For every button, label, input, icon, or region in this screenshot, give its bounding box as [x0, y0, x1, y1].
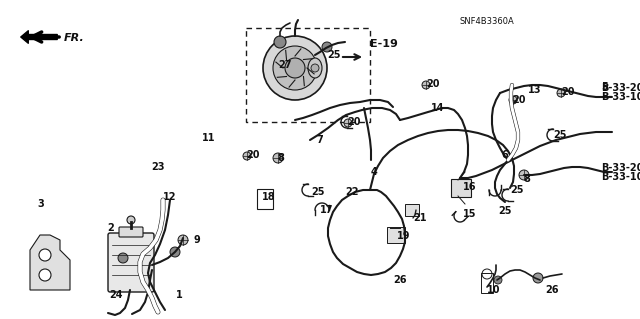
Text: E-19: E-19 [370, 39, 398, 49]
Circle shape [273, 153, 283, 163]
Circle shape [263, 36, 327, 100]
Text: 24: 24 [109, 290, 122, 300]
Text: 8: 8 [523, 174, 530, 184]
Text: 8: 8 [277, 153, 284, 163]
Circle shape [243, 152, 251, 160]
Text: 18: 18 [262, 192, 276, 202]
Circle shape [39, 249, 51, 261]
Text: 2: 2 [107, 223, 114, 233]
Text: 5: 5 [601, 82, 608, 92]
Text: 1: 1 [176, 290, 183, 300]
Circle shape [344, 119, 352, 127]
Text: FR.: FR. [64, 33, 84, 43]
Text: 13: 13 [528, 85, 541, 95]
Circle shape [533, 273, 543, 283]
Text: 20: 20 [246, 150, 259, 160]
Text: 19: 19 [397, 231, 410, 241]
Circle shape [170, 247, 180, 257]
Text: B-33-20: B-33-20 [601, 83, 640, 93]
Text: 21: 21 [413, 213, 426, 223]
Text: 26: 26 [545, 285, 559, 295]
Circle shape [274, 36, 286, 48]
Text: 11: 11 [202, 133, 216, 143]
Text: 23: 23 [151, 162, 164, 172]
Text: 25: 25 [311, 187, 324, 197]
Text: 20: 20 [561, 87, 575, 97]
Circle shape [322, 42, 332, 52]
Circle shape [519, 170, 529, 180]
Circle shape [509, 96, 517, 104]
Circle shape [494, 276, 502, 284]
Circle shape [311, 64, 319, 72]
Text: 4: 4 [371, 167, 378, 177]
Circle shape [285, 58, 305, 78]
Text: 3: 3 [37, 199, 44, 209]
FancyBboxPatch shape [387, 227, 405, 243]
Text: 20: 20 [347, 117, 360, 127]
Circle shape [422, 81, 430, 89]
Circle shape [39, 269, 51, 281]
Ellipse shape [308, 58, 322, 78]
Text: 15: 15 [463, 209, 477, 219]
FancyBboxPatch shape [108, 233, 154, 292]
Text: 20: 20 [512, 95, 525, 105]
Text: 12: 12 [163, 192, 177, 202]
Text: 27: 27 [278, 60, 291, 70]
Circle shape [127, 216, 135, 224]
Text: 7: 7 [316, 135, 323, 145]
Text: 17: 17 [320, 205, 333, 215]
Text: B-33-10: B-33-10 [601, 172, 640, 182]
Text: 25: 25 [510, 185, 524, 195]
FancyBboxPatch shape [405, 204, 419, 216]
Text: SNF4B3360A: SNF4B3360A [459, 18, 514, 26]
Circle shape [557, 89, 565, 97]
FancyBboxPatch shape [451, 179, 471, 197]
Text: B-33-10: B-33-10 [601, 92, 640, 102]
Text: 25: 25 [553, 130, 566, 140]
Circle shape [118, 253, 128, 263]
Text: 9: 9 [194, 235, 201, 245]
Text: 22: 22 [345, 187, 358, 197]
Text: B-33-20: B-33-20 [601, 163, 640, 173]
Text: 25: 25 [327, 50, 340, 60]
Circle shape [178, 235, 188, 245]
Text: 26: 26 [393, 275, 406, 285]
Polygon shape [30, 235, 70, 290]
Text: 6: 6 [501, 150, 508, 160]
Text: 25: 25 [498, 206, 511, 216]
Circle shape [273, 46, 317, 90]
Text: 16: 16 [463, 182, 477, 192]
FancyBboxPatch shape [119, 227, 143, 237]
Text: 10: 10 [487, 285, 500, 295]
Text: 20: 20 [426, 79, 440, 89]
Text: 14: 14 [431, 103, 445, 113]
